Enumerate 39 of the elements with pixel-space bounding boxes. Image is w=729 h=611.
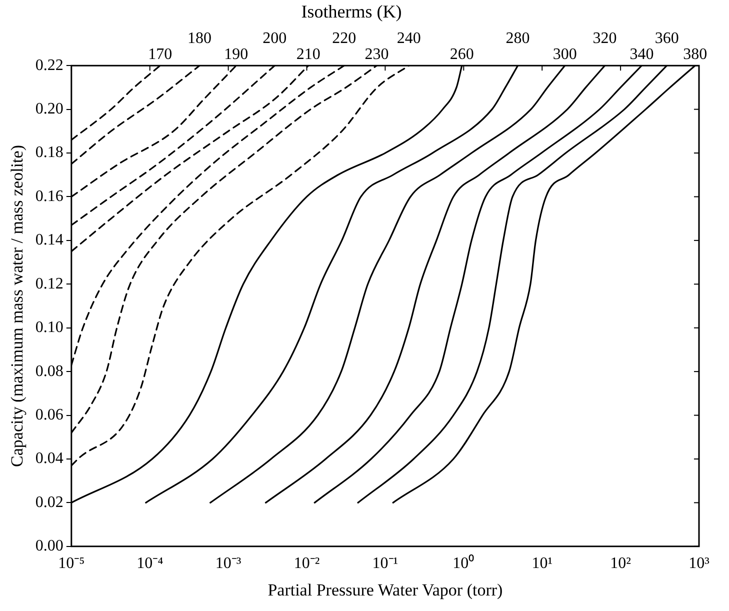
chart-title: Isotherms (K) (301, 2, 402, 22)
y-tick-label: 0.06 (35, 406, 64, 424)
x-tick-label: 10³ (688, 555, 710, 572)
series-label: 380 (683, 46, 708, 63)
y-axis-title: Capacity (maximum mass water / mass zeolite) (8, 145, 27, 467)
y-tick-label: 0.02 (35, 494, 64, 511)
x-tick-label: 10⁰ (452, 554, 475, 572)
y-tick-label: 0.10 (35, 319, 64, 336)
series-label: 190 (224, 46, 248, 63)
series-label: 220 (332, 30, 356, 47)
series-label: 340 (630, 46, 654, 63)
y-tick-label: 0.16 (35, 188, 64, 205)
y-tick-label: 0.14 (35, 232, 64, 249)
series-label: 170 (148, 46, 172, 63)
y-tick-label: 0.08 (35, 362, 64, 380)
x-tick-label: 10¹ (532, 555, 553, 572)
x-tick-label: 10⁻⁵ (58, 555, 85, 572)
series-label: 280 (506, 30, 530, 47)
series-label: 240 (396, 30, 421, 47)
y-tick-label: 0.22 (35, 56, 64, 74)
y-tick-label: 0.04 (35, 450, 64, 468)
x-axis-title: Partial Pressure Water Vapor (torr) (268, 580, 503, 600)
x-tick-label: 10² (610, 555, 632, 572)
series-label: 320 (592, 30, 617, 47)
x-tick-label: 10⁻⁴ (136, 555, 164, 572)
series-label: 200 (262, 30, 287, 47)
y-tick-label: 0.18 (35, 144, 64, 162)
series-label: 230 (364, 46, 389, 63)
x-tick-label: 10⁻¹ (372, 555, 398, 572)
y-tick-label: 0.20 (35, 100, 64, 118)
series-label: 360 (654, 30, 679, 47)
y-tick-label: 0.12 (35, 275, 64, 292)
series-label: 180 (188, 30, 212, 47)
y-tick-label: 0.00 (35, 538, 64, 555)
series-label: 210 (296, 46, 320, 63)
x-tick-label: 10⁻³ (215, 555, 242, 572)
series-label: 260 (450, 46, 474, 63)
x-tick-label: 10⁻² (294, 555, 320, 572)
series-label: 300 (552, 46, 577, 63)
